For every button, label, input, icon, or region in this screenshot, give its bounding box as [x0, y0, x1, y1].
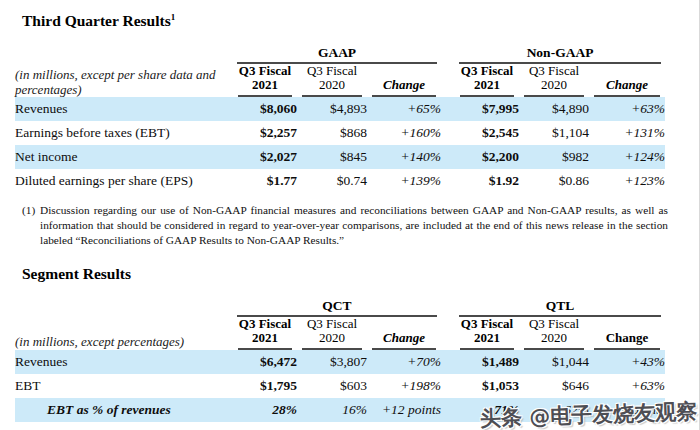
cell-nongaap-change: +123% — [589, 169, 665, 193]
cell-gaap-2020: $845 — [297, 145, 367, 169]
cell-gaap-change: +139% — [367, 169, 441, 193]
cell-qct-2021: $1,795 — [233, 374, 297, 398]
cell-gaap-change: +140% — [367, 145, 441, 169]
cell-gaap-change: +160% — [367, 121, 441, 145]
group-header-gaap: GAAP — [237, 45, 437, 64]
table-row-revenues: Revenues $8,060 $4,893 +65% $7,995 $4,89… — [15, 97, 665, 121]
cell-nongaap-2020: $1,104 — [519, 121, 589, 145]
cell-qct-2020: 16% — [297, 398, 367, 422]
cell-nongaap-2020: $982 — [519, 145, 589, 169]
table-row-ebt: Earnings before taxes (EBT) $2,257 $868 … — [15, 121, 665, 145]
col-header-q3-fiscal-2020: Q3 Fiscal2020 — [302, 64, 362, 97]
col-header-q3-fiscal-2020: Q3 Fiscal2020 — [524, 64, 584, 97]
cell-qct-2021: $6,472 — [233, 350, 297, 374]
col-header-change: Change — [594, 331, 660, 350]
col-header-change: Change — [372, 78, 436, 97]
cell-qtl-2021: $1,489 — [455, 350, 519, 374]
group-header-row: GAAP Non-GAAP — [15, 43, 665, 64]
group-header-row: QCT QTL — [15, 296, 665, 317]
cell-gaap-2021: $2,027 — [233, 145, 297, 169]
cell-nongaap-change: +124% — [589, 145, 665, 169]
table-row-diluted-eps: Diluted earnings per share (EPS) $1.77 $… — [15, 169, 665, 193]
cell-nongaap-change: +63% — [589, 97, 665, 121]
group-header-qct: QCT — [237, 298, 437, 317]
cell-qct-change: +70% — [367, 350, 441, 374]
col-header-q3-fiscal-2021: Q3 Fiscal2021 — [238, 317, 292, 350]
cell-gaap-change: +65% — [367, 97, 441, 121]
group-header-qtl: QTL — [459, 298, 661, 317]
col-header-q3-fiscal-2020: Q3 Fiscal2020 — [524, 317, 584, 350]
row-label: Revenues — [15, 97, 233, 121]
row-label: Earnings before taxes (EBT) — [15, 121, 233, 145]
row-label: Diluted earnings per share (EPS) — [15, 169, 233, 193]
cell-gaap-2021: $2,257 — [233, 121, 297, 145]
table-row-ebt: EBT $1,795 $603 +198% $1,053 $646 +63% — [15, 374, 665, 398]
col-header-q3-fiscal-2021: Q3 Fiscal2021 — [460, 317, 514, 350]
cell-gaap-2020: $0.74 — [297, 169, 367, 193]
table-row-net-income: Net income $2,027 $845 +140% $2,200 $982… — [15, 145, 665, 169]
cell-nongaap-2021: $1.92 — [455, 169, 519, 193]
units-note: (in millions, except per share data and … — [15, 64, 233, 97]
col-header-q3-fiscal-2020: Q3 Fiscal2020 — [302, 317, 362, 350]
cell-qct-2020: $603 — [297, 374, 367, 398]
footnote-marker: (1) — [22, 203, 35, 218]
section-title-segment-results: Segment Results — [22, 265, 700, 283]
cell-qtl-2020: $646 — [519, 374, 589, 398]
row-label: EBT — [15, 374, 233, 398]
section-title-third-quarter-results: Third Quarter Results1 — [22, 12, 700, 30]
col-header-q3-fiscal-2021: Q3 Fiscal2021 — [238, 64, 292, 97]
column-header-row: (in millions, except percentages) Q3 Fis… — [15, 317, 665, 350]
units-note: (in millions, except percentages) — [15, 317, 233, 350]
cell-qtl-2021: $1,053 — [455, 374, 519, 398]
cell-nongaap-2021: $2,200 — [455, 145, 519, 169]
group-header-non-gaap: Non-GAAP — [459, 45, 661, 64]
row-label: EBT as % of revenues — [15, 398, 233, 422]
table-row-revenues: Revenues $6,472 $3,807 +70% $1,489 $1,04… — [15, 350, 665, 374]
footnote: (1) Discussion regarding our use of Non-… — [22, 203, 668, 248]
column-header-row: (in millions, except per share data and … — [15, 64, 665, 97]
cell-nongaap-change: +131% — [589, 121, 665, 145]
footnote-text: Discussion regarding our use of Non-GAAP… — [40, 204, 668, 246]
cell-qtl-change: +63% — [589, 374, 665, 398]
cell-gaap-2020: $868 — [297, 121, 367, 145]
footnote-reference-superscript: 1 — [171, 12, 176, 22]
cell-nongaap-2021: $7,995 — [455, 97, 519, 121]
cell-gaap-2021: $8,060 — [233, 97, 297, 121]
cell-qtl-2020: $1,044 — [519, 350, 589, 374]
cell-qct-2021: 28% — [233, 398, 297, 422]
row-label: Net income — [15, 145, 233, 169]
section-title-text: Third Quarter Results — [22, 12, 171, 29]
cell-gaap-2020: $4,893 — [297, 97, 367, 121]
cell-qct-2020: $3,807 — [297, 350, 367, 374]
cell-gaap-2021: $1.77 — [233, 169, 297, 193]
quarterly-results-table: GAAP Non-GAAP (in millions, except per s… — [15, 43, 665, 193]
section-title-text: Segment Results — [22, 265, 131, 282]
cell-nongaap-2020: $0.86 — [519, 169, 589, 193]
col-header-change: Change — [372, 331, 436, 350]
col-header-change: Change — [594, 78, 660, 97]
cell-qtl-change: +43% — [589, 350, 665, 374]
cell-qct-change: +12 points — [367, 398, 441, 422]
row-label: Revenues — [15, 350, 233, 374]
cell-nongaap-2021: $2,545 — [455, 121, 519, 145]
col-header-q3-fiscal-2021: Q3 Fiscal2021 — [460, 64, 514, 97]
cell-qct-change: +198% — [367, 374, 441, 398]
cell-nongaap-2020: $4,890 — [519, 97, 589, 121]
